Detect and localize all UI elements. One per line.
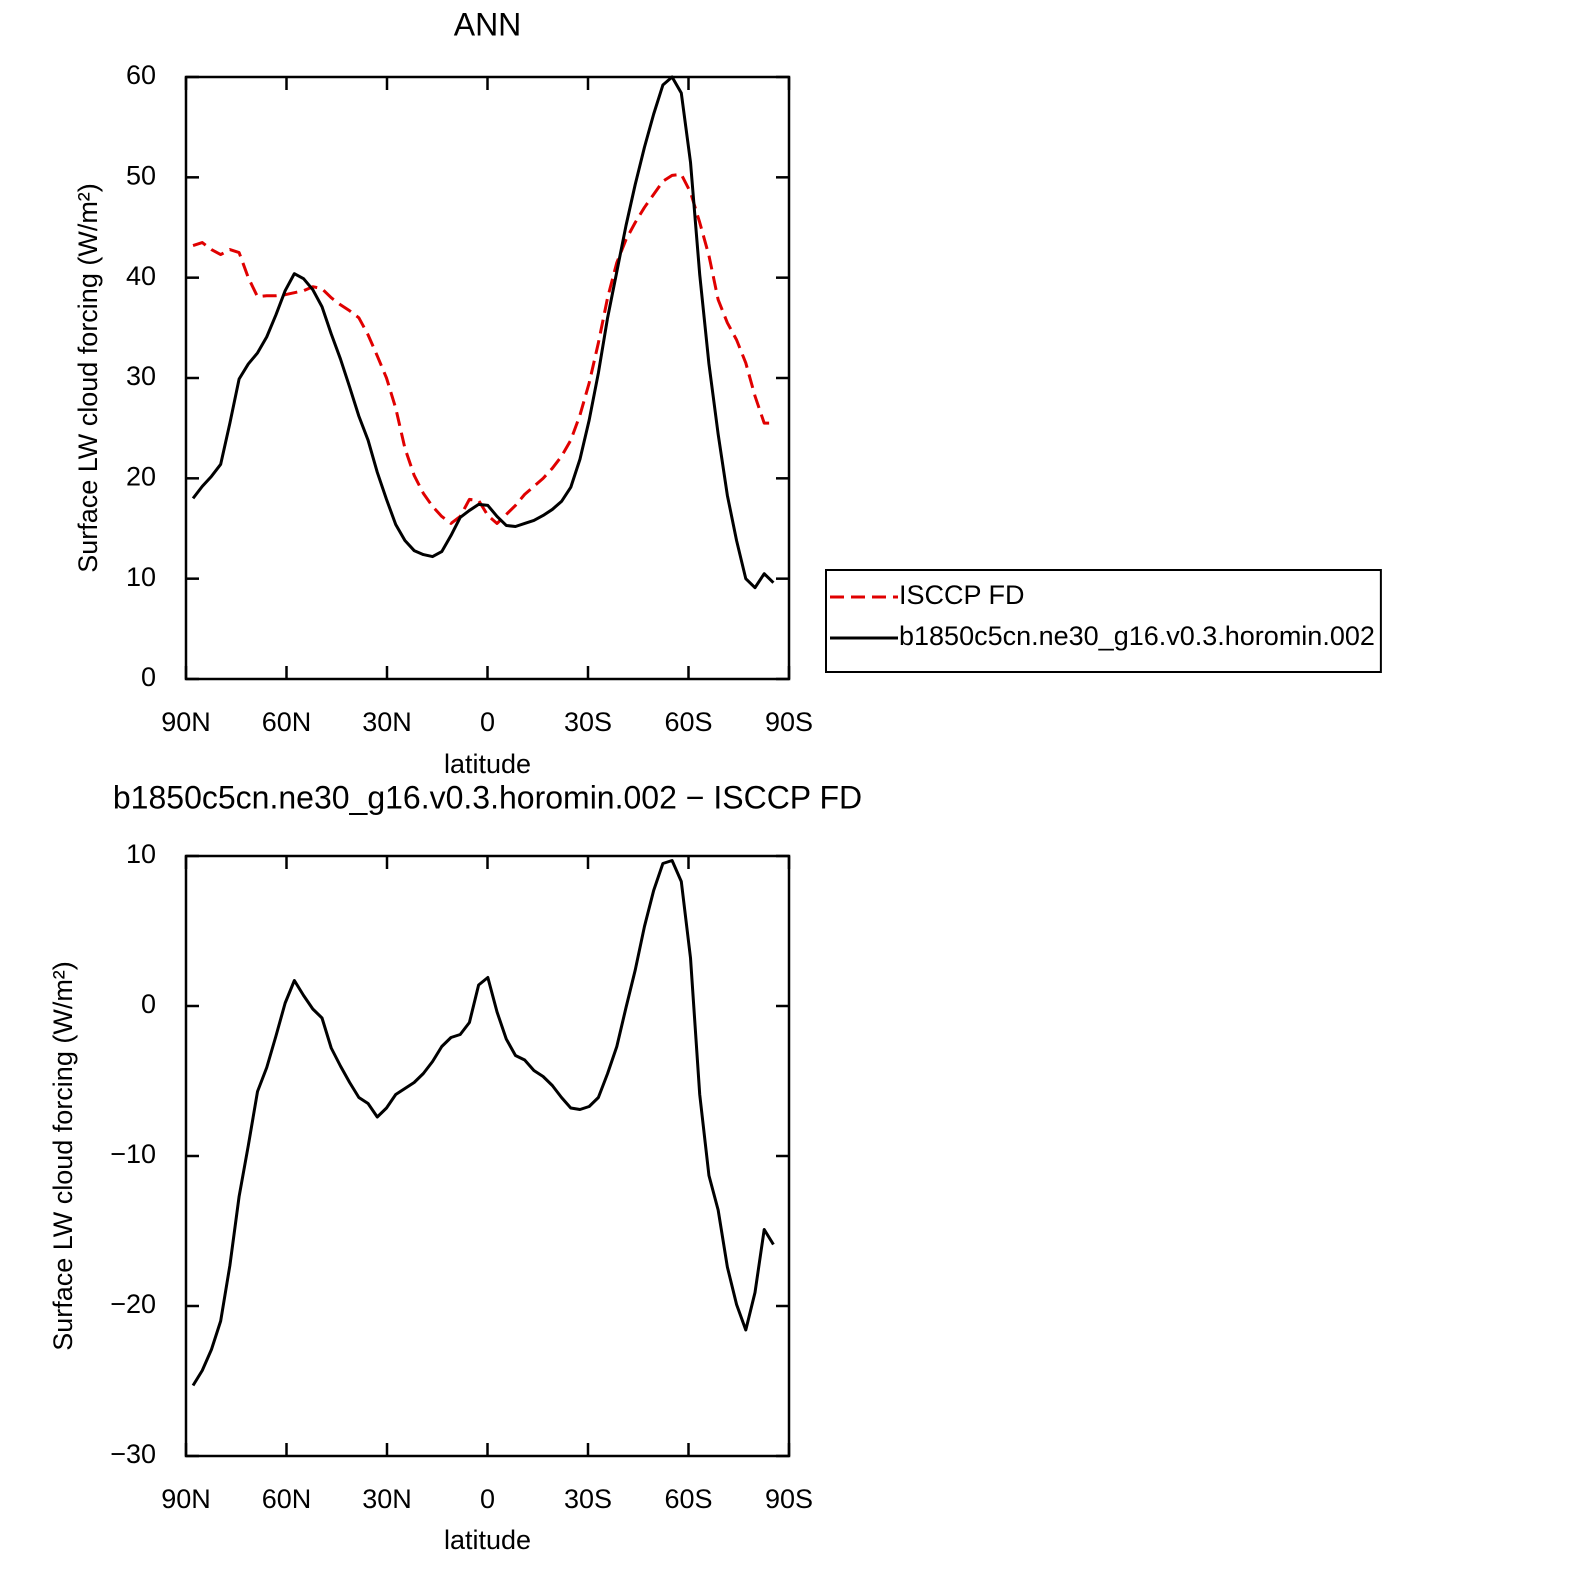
y-axis-label: Surface LW cloud forcing (W/m²) <box>48 961 78 1351</box>
y-tick-label: 30 <box>126 361 156 391</box>
legend: ISCCP FD b1850c5cn.ne30_g16.v0.3.horomin.… <box>825 569 1382 673</box>
x-tick-label: 60S <box>664 1484 712 1514</box>
chart-title: ANN <box>454 6 522 42</box>
y-tick-label: 0 <box>141 662 156 692</box>
chart-panel: b1850c5cn.ne30_g16.v0.3.horomin.002 − IS… <box>48 779 862 1555</box>
y-tick-label: −20 <box>110 1289 156 1319</box>
data-line <box>191 859 775 1387</box>
x-tick-label: 60S <box>664 707 712 737</box>
data-line <box>191 75 775 590</box>
y-tick-label: 0 <box>141 989 156 1019</box>
x-axis-label: latitude <box>444 1525 531 1555</box>
y-tick-label: 20 <box>126 461 156 491</box>
x-tick-label: 30N <box>362 707 412 737</box>
legend-box <box>825 569 1382 673</box>
y-tick-label: 50 <box>126 160 156 190</box>
plot-frame <box>184 75 791 681</box>
x-tick-label: 30S <box>564 707 612 737</box>
x-tick-label: 90N <box>161 707 211 737</box>
legend-label: b1850c5cn.ne30_g16.v0.3.horomin.002 <box>899 621 1375 651</box>
data-line <box>192 172 774 525</box>
plot-frame <box>184 854 791 1458</box>
y-axis-label: Surface LW cloud forcing (W/m²) <box>73 183 103 573</box>
x-tick-label: 90N <box>161 1484 211 1514</box>
chart-title: b1850c5cn.ne30_g16.v0.3.horomin.002 − IS… <box>113 779 862 815</box>
legend-label: ISCCP FD <box>899 580 1025 610</box>
x-tick-label: 30S <box>564 1484 612 1514</box>
x-axis-label: latitude <box>444 749 531 779</box>
x-tick-label: 90S <box>765 707 813 737</box>
y-tick-label: 10 <box>126 839 156 869</box>
x-tick-label: 0 <box>480 1484 495 1514</box>
y-tick-label: 10 <box>126 562 156 592</box>
x-tick-label: 0 <box>480 707 495 737</box>
y-tick-label: −10 <box>110 1139 156 1169</box>
y-tick-label: 60 <box>126 60 156 90</box>
x-tick-label: 60N <box>262 1484 312 1514</box>
y-tick-label: 40 <box>126 261 156 291</box>
x-tick-label: 30N <box>362 1484 412 1514</box>
x-tick-label: 60N <box>262 707 312 737</box>
x-tick-label: 90S <box>765 1484 813 1514</box>
y-tick-label: −30 <box>110 1439 156 1469</box>
chart-panel: ANN 90N 60N 30N 0 30S 60S 90S 0 10 20 30 40 50 60 latit… <box>73 6 1382 779</box>
